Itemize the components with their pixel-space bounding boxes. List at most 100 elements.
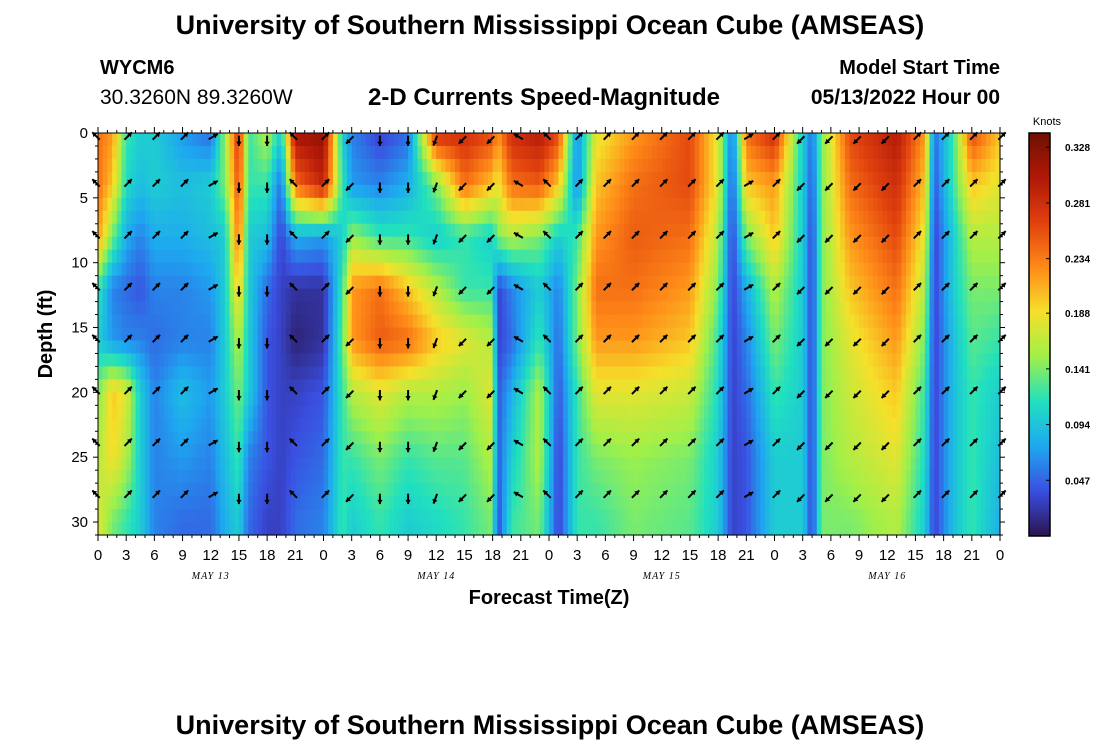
heatmap-cell xyxy=(304,301,311,316)
heatmap-cell xyxy=(412,379,419,393)
heatmap-cell xyxy=(685,171,691,186)
heatmap-cell xyxy=(422,483,428,497)
heatmap-cell xyxy=(215,340,221,355)
heatmap-cell xyxy=(539,522,545,536)
heatmap-cell xyxy=(130,275,137,290)
heatmap-cell xyxy=(802,171,808,186)
heatmap-cell xyxy=(398,496,404,510)
heatmap-cell xyxy=(168,379,174,393)
heatmap-cell xyxy=(727,522,733,536)
heatmap-cell xyxy=(525,171,531,186)
heatmap-cell xyxy=(840,288,846,303)
heatmap-cell xyxy=(525,509,531,523)
heatmap-cell xyxy=(375,236,381,251)
heatmap-cell xyxy=(666,301,672,316)
heatmap-cell xyxy=(483,236,489,251)
heatmap-cell xyxy=(243,197,249,212)
heatmap-cell xyxy=(295,340,301,355)
heatmap-cell xyxy=(253,262,259,277)
heatmap-cell xyxy=(751,158,757,173)
heatmap-cell xyxy=(210,158,217,173)
heatmap-cell xyxy=(281,457,287,471)
heatmap-cell xyxy=(173,236,179,251)
heatmap-cell xyxy=(370,184,376,199)
heatmap-cell xyxy=(595,314,602,329)
heatmap-cell xyxy=(243,262,249,277)
heatmap-cell xyxy=(652,171,658,186)
heatmap-cell xyxy=(506,366,513,380)
heatmap-cell xyxy=(534,340,541,355)
heatmap-cell xyxy=(506,288,513,303)
heatmap-cell xyxy=(741,457,747,471)
heatmap-cell xyxy=(412,444,419,458)
heatmap-cell xyxy=(375,405,381,419)
heatmap-cell xyxy=(229,171,235,186)
heatmap-cell xyxy=(210,522,217,536)
heatmap-cell xyxy=(440,262,447,277)
heatmap-cell xyxy=(614,236,621,251)
heatmap-cell xyxy=(520,444,527,458)
heatmap-cell xyxy=(755,483,762,497)
heatmap-cell xyxy=(628,249,635,264)
heatmap-cell xyxy=(769,288,776,303)
heatmap-cell xyxy=(304,418,311,432)
heatmap-cell xyxy=(492,457,498,471)
heatmap-cell xyxy=(229,275,235,290)
heatmap-cell xyxy=(473,483,480,497)
heatmap-cell xyxy=(577,171,583,186)
heatmap-cell xyxy=(553,301,559,316)
heatmap-cell xyxy=(257,288,264,303)
heatmap-cell xyxy=(257,158,264,173)
heatmap-cell xyxy=(379,210,386,225)
heatmap-cell xyxy=(271,340,278,355)
heatmap-cell xyxy=(191,405,198,419)
heatmap-cell xyxy=(713,288,719,303)
heatmap-cell xyxy=(520,288,527,303)
heatmap-cell xyxy=(365,522,372,536)
heatmap-cell xyxy=(544,522,550,536)
heatmap-cell xyxy=(774,133,780,147)
heatmap-cell xyxy=(699,444,705,458)
heatmap-cell xyxy=(502,327,508,342)
heatmap-cell xyxy=(511,249,517,264)
heatmap-cell xyxy=(492,249,498,264)
heatmap-cell xyxy=(652,444,658,458)
heatmap-cell xyxy=(755,353,762,368)
heatmap-cell xyxy=(379,431,386,445)
heatmap-cell xyxy=(346,223,353,238)
heatmap-cell xyxy=(577,158,583,173)
heatmap-cell xyxy=(478,379,484,393)
heatmap-cell xyxy=(525,327,531,342)
heatmap-cell xyxy=(436,184,442,199)
heatmap-cell xyxy=(328,457,334,471)
heatmap-cell xyxy=(708,379,715,393)
heatmap-cell xyxy=(271,457,278,471)
heatmap-cell xyxy=(741,223,747,238)
heatmap-cell xyxy=(849,223,855,238)
heatmap-cell xyxy=(774,405,780,419)
heatmap-cell xyxy=(262,197,268,212)
heatmap-cell xyxy=(619,236,625,251)
heatmap-cell xyxy=(253,444,259,458)
heatmap-cell xyxy=(323,431,329,445)
heatmap-cell xyxy=(727,496,733,510)
heatmap-cell xyxy=(356,197,362,212)
heatmap-cell xyxy=(840,431,846,445)
heatmap-cell xyxy=(802,197,808,212)
heatmap-cell xyxy=(224,158,231,173)
heatmap-cell xyxy=(116,262,123,277)
heatmap-cell xyxy=(567,145,574,160)
heatmap-cell xyxy=(365,470,372,484)
heatmap-cell xyxy=(760,197,766,212)
heatmap-cell xyxy=(159,431,165,445)
heatmap-cell xyxy=(516,483,522,497)
heatmap-cell xyxy=(840,444,846,458)
heatmap-cell xyxy=(361,171,367,186)
heatmap-cell xyxy=(389,405,395,419)
heatmap-cell xyxy=(342,145,348,160)
heatmap-cell xyxy=(487,210,494,225)
heatmap-cell xyxy=(309,444,315,458)
heatmap-cell xyxy=(783,314,790,329)
heatmap-cell xyxy=(229,314,235,329)
heatmap-cell xyxy=(642,418,649,432)
